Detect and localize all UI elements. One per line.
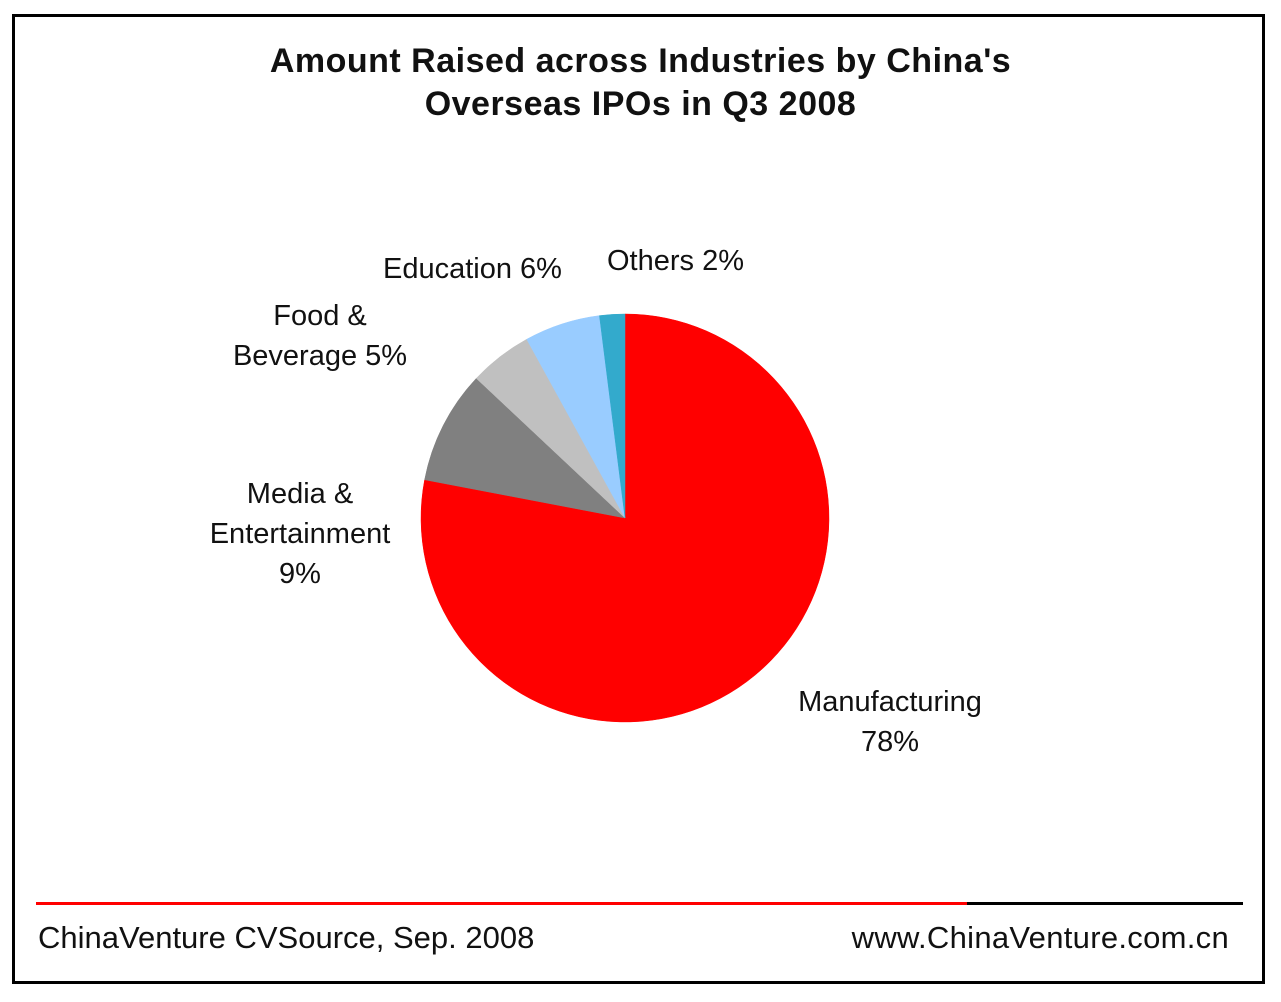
- footer-rule-black: [967, 902, 1243, 905]
- label-education: Education 6%: [355, 249, 590, 289]
- label-manufacturing-value: 78%: [860, 726, 920, 758]
- chart-title: Amount Raised across Industries by China…: [0, 40, 1281, 126]
- pie-slice-others: [599, 313, 626, 519]
- pie-slices: [420, 313, 830, 723]
- label-media-value: 9%: [279, 558, 321, 590]
- chart-title-line-1: Amount Raised across Industries by China…: [269, 42, 1012, 80]
- label-media-entertainment: Media & Entertainment 9%: [170, 474, 430, 594]
- footer-rule-red: [36, 902, 967, 905]
- label-media-name-1: Media &: [246, 478, 354, 510]
- label-media-name-2: Entertainment: [209, 518, 391, 550]
- label-education-value: Education 6%: [383, 253, 562, 285]
- footer-website: www.ChinaVenture.com.cn: [851, 920, 1229, 955]
- label-food-value: Beverage 5%: [232, 340, 408, 372]
- pie-slice-media-entertainment: [424, 377, 626, 519]
- label-food-beverage: Food & Beverage 5%: [190, 296, 450, 376]
- label-manufacturing: Manufacturing 78%: [760, 682, 1020, 762]
- footer-source: ChinaVenture CVSource, Sep. 2008: [38, 920, 535, 955]
- chart-title-line-2: Overseas IPOs in Q3 2008: [424, 85, 857, 123]
- label-manufacturing-name: Manufacturing: [798, 686, 982, 718]
- label-others: Others 2%: [588, 241, 763, 281]
- label-food-name: Food &: [273, 300, 367, 332]
- label-others-value: Others 2%: [607, 245, 744, 277]
